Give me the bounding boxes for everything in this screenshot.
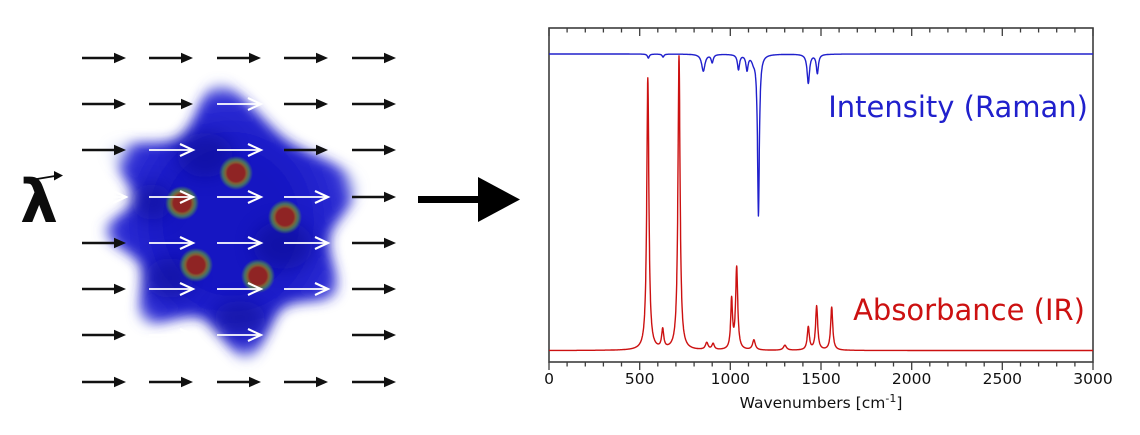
x-axis-title-superscript: -1 [885, 391, 897, 405]
flow-arrow-black [149, 376, 193, 388]
x-tick-label: 0 [544, 370, 554, 388]
flow-arrow-white [82, 190, 129, 204]
flow-arrow-black [352, 329, 396, 341]
x-axis-title-suffix: ] [896, 394, 903, 412]
x-tick-label: 500 [624, 370, 655, 388]
flow-arrow-white [217, 328, 264, 342]
raman-series-label: Intensity (Raman) [828, 90, 1088, 124]
flow-arrow-black [149, 52, 193, 64]
raman-curve [548, 53, 1094, 217]
transformation-arrow [418, 177, 520, 222]
flow-arrow-black [352, 191, 396, 203]
flow-arrow-white [149, 143, 196, 157]
embedded-dot [268, 200, 302, 234]
blob-shade-patch [177, 133, 233, 177]
x-tick-label: 1500 [801, 370, 841, 388]
flow-arrow-black [82, 329, 126, 341]
flow-arrow-black [149, 98, 193, 110]
flow-arrow-black [82, 237, 126, 249]
blob-shade-patch [253, 221, 313, 269]
flow-arrow-white [149, 282, 196, 296]
flow-arrow-black [284, 144, 328, 156]
lambda-wavelength-label: λ [20, 167, 58, 237]
flow-arrow-white [217, 236, 264, 250]
x-axis-title-text: Wavenumbers [cm [739, 394, 886, 412]
flow-arrow-black [352, 98, 396, 110]
flow-arrow-black [82, 98, 126, 110]
flow-arrow-white [149, 328, 196, 342]
flow-arrow-white [217, 190, 264, 204]
flow-arrow-black [352, 144, 396, 156]
x-axis-title: Wavenumbers [cm-1] [739, 391, 903, 412]
flow-arrow-white [284, 328, 331, 342]
flow-arrow-black [352, 52, 396, 64]
ir-series-label: Absorbance (IR) [853, 293, 1085, 327]
flow-arrow-black [284, 52, 328, 64]
flow-arrow-black [82, 376, 126, 388]
embedded-dot [179, 248, 213, 282]
x-tick-label: 1000 [710, 370, 751, 388]
flow-arrow-black [217, 52, 261, 64]
flow-arrow-black [217, 376, 261, 388]
ir-curve [548, 55, 1094, 352]
flow-arrow-white [217, 97, 264, 111]
flow-arrow-black [82, 283, 126, 295]
x-tick-label: 3000 [1073, 370, 1113, 388]
x-tick-label: 2500 [982, 370, 1023, 388]
flow-arrow-black [352, 283, 396, 295]
flow-arrow-black [82, 144, 126, 156]
flow-arrow-white [217, 282, 264, 296]
blob-shade-patch [132, 184, 172, 220]
flow-arrow-black [284, 376, 328, 388]
flow-arrow-white [284, 282, 331, 296]
lambda-vector-arrow [24, 171, 63, 182]
flow-arrow-black [284, 98, 328, 110]
flow-arrow-black [352, 376, 396, 388]
flow-arrow-white [149, 190, 196, 204]
embedded-dot [219, 156, 253, 190]
x-tick-label: 2000 [891, 370, 932, 388]
flow-arrow-black [82, 52, 126, 64]
blob-shade-patch [214, 301, 266, 335]
flow-arrow-white [284, 190, 331, 204]
flow-arrow-white [217, 143, 264, 157]
flow-arrow-white [149, 236, 196, 250]
flow-arrow-white [284, 236, 331, 250]
flow-arrow-black [352, 237, 396, 249]
